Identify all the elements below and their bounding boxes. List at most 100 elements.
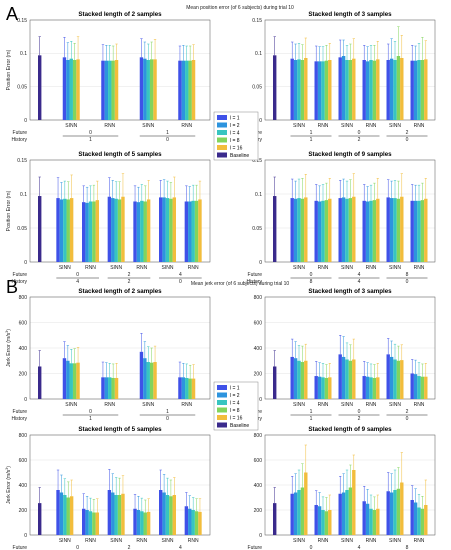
model-tick-label: RNN: [318, 123, 329, 129]
data-bar: [169, 496, 173, 535]
data-bar: [410, 373, 414, 399]
y-axis-label: Jerk Error (m/s3): [5, 466, 12, 504]
future-value: 1: [310, 130, 313, 136]
data-bar: [389, 356, 394, 399]
y-tick-label: 0: [259, 397, 262, 403]
legend-bottom: l = 1 l = 2 l = 4 l = 8 l = 16 Baseline: [213, 381, 259, 431]
subplot: Stacked length of 2 samples 0 0.05 0.1 0.15 P…: [6, 11, 211, 143]
y-tick-label: 0.1: [255, 51, 262, 57]
data-bar: [362, 60, 366, 120]
data-bar: [365, 61, 370, 120]
data-bar: [85, 510, 89, 535]
legend-label: l = 16: [230, 146, 243, 152]
data-bar: [162, 197, 166, 262]
data-bar: [314, 200, 318, 262]
legend-swatch: [217, 385, 227, 390]
data-bar: [72, 363, 77, 399]
model-tick-label: RNN: [366, 402, 377, 408]
data-bar: [321, 377, 325, 399]
model-tick-label: RNN: [414, 538, 425, 544]
data-bar: [159, 197, 163, 262]
subplot-title: Stacked length of 5 samples: [78, 426, 162, 433]
data-bar: [417, 200, 421, 262]
data-bar: [410, 200, 414, 262]
data-bar: [321, 200, 325, 262]
future-value: 4: [358, 272, 361, 278]
model-tick-label: SINN: [389, 538, 401, 544]
future-value: 8: [406, 272, 409, 278]
data-bar: [393, 60, 397, 120]
data-bar: [107, 196, 112, 262]
future-value: 1: [166, 130, 169, 136]
data-bar: [300, 198, 305, 262]
data-bar: [420, 508, 425, 535]
data-bar: [121, 196, 125, 262]
model-tick-label: RNN: [414, 265, 425, 271]
data-bar: [181, 377, 186, 399]
data-bar: [424, 198, 428, 262]
data-bar: [146, 511, 151, 535]
y-tick-label: 0: [259, 533, 262, 539]
data-bar: [63, 198, 67, 262]
y-tick-label: 800: [19, 433, 28, 439]
data-bar: [191, 60, 196, 120]
model-tick-label: SINN: [341, 402, 353, 408]
subplot-title: Stacked length of 3 samples: [308, 288, 392, 295]
data-bar: [324, 200, 329, 262]
y-axis-label: Jerk Error (m/s3): [5, 329, 12, 367]
y-tick-label: 600: [254, 458, 263, 464]
data-bar: [69, 58, 73, 120]
data-bar: [424, 376, 428, 399]
data-bar: [362, 376, 366, 399]
panel-a-letter: A: [6, 4, 18, 24]
baseline-bar: [273, 55, 277, 121]
data-bar: [82, 508, 86, 535]
y-axis-label: Position Error (m): [6, 190, 12, 231]
data-bar: [328, 60, 332, 120]
model-tick-label: RNN: [136, 265, 147, 271]
model-tick-label: SINN: [162, 265, 174, 271]
legend-label: l = 4: [230, 131, 240, 137]
model-tick-label: SINN: [142, 402, 154, 408]
y-tick-label: 800: [254, 433, 263, 439]
model-tick-label: SINN: [110, 538, 122, 544]
data-bar: [140, 200, 144, 262]
data-bar: [146, 60, 150, 120]
model-tick-label: SINN: [389, 402, 401, 408]
data-bar: [324, 511, 329, 535]
y-tick-label: 0: [24, 533, 27, 539]
history-value: 4: [358, 279, 361, 285]
data-bar: [341, 492, 346, 535]
data-bar: [69, 198, 74, 262]
data-bar: [341, 56, 346, 120]
model-tick-label: SINN: [59, 538, 71, 544]
panel-b-title: Mean jerk error (of 6 subjects) during t…: [191, 281, 290, 287]
y-tick-label: 0.15: [252, 18, 262, 24]
future-value: 0: [76, 272, 79, 278]
model-tick-label: RNN: [181, 402, 192, 408]
y-tick-label: 200: [254, 371, 263, 377]
future-value: 2: [406, 130, 409, 136]
data-bar: [290, 198, 294, 262]
history-row-label: History: [11, 137, 27, 143]
future-value: 2: [406, 409, 409, 415]
model-tick-label: SINN: [293, 123, 305, 129]
y-tick-label: 0: [24, 397, 27, 403]
model-tick-label: RNN: [85, 538, 96, 544]
data-bar: [88, 511, 93, 535]
data-bar: [369, 60, 373, 120]
data-bar: [194, 511, 199, 535]
data-bar: [386, 197, 390, 262]
future-value: 4: [358, 545, 361, 550]
data-bar: [95, 200, 99, 262]
future-row-label: Future: [13, 545, 28, 550]
model-tick-label: RNN: [414, 402, 425, 408]
data-bar: [172, 495, 176, 535]
history-value: 0: [179, 279, 182, 285]
data-bar: [300, 362, 305, 399]
baseline-bar: [273, 366, 277, 399]
data-bar: [304, 58, 308, 120]
data-bar: [372, 200, 377, 262]
data-bar: [393, 198, 397, 262]
legend-label: Baseline: [230, 153, 249, 159]
